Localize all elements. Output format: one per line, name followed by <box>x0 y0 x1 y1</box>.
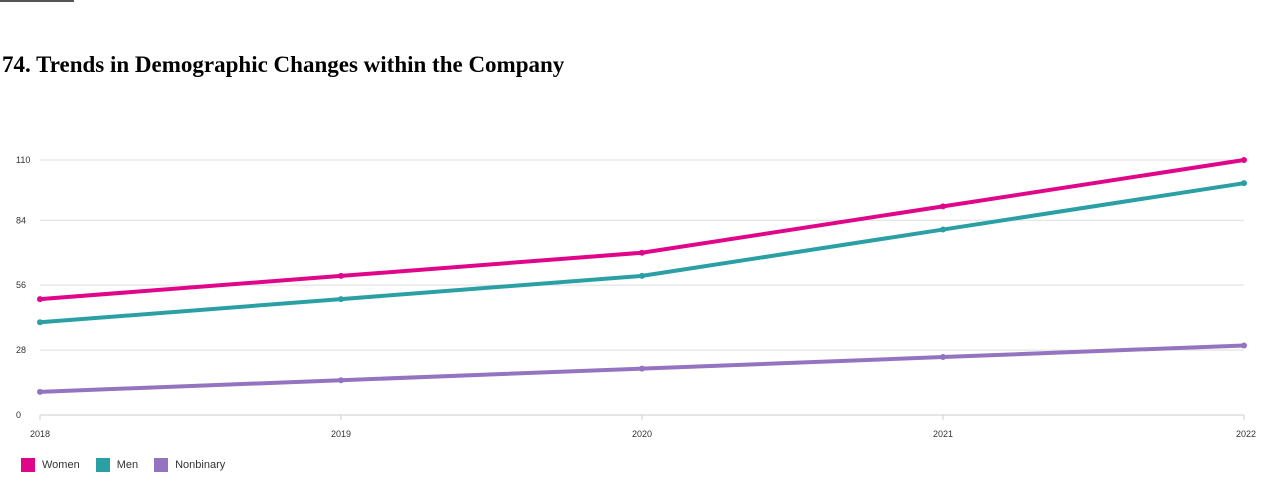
top-divider <box>0 0 74 2</box>
data-point-nonbinary[interactable] <box>639 365 645 372</box>
legend-label: Nonbinary <box>175 459 226 471</box>
data-point-nonbinary[interactable] <box>940 354 946 361</box>
data-point-men[interactable] <box>37 319 43 326</box>
legend-label: Men <box>116 459 139 471</box>
data-point-nonbinary[interactable] <box>338 377 344 384</box>
legend-item-men[interactable]: Men <box>95 458 139 472</box>
axes <box>39 414 1245 420</box>
legend-item-nonbinary[interactable]: Nonbinary <box>154 458 225 472</box>
legend-label: Women <box>42 459 80 471</box>
series-lines <box>37 157 1247 395</box>
legend-swatch <box>154 458 169 472</box>
x-tick-label: 2020 <box>632 429 652 439</box>
data-point-nonbinary[interactable] <box>37 388 43 395</box>
x-tick-label: 2018 <box>30 429 50 439</box>
data-point-women[interactable] <box>1241 157 1247 163</box>
chart-legend: Women Men Nonbinary <box>21 458 241 472</box>
legend-swatch <box>95 458 110 472</box>
legend-item-women[interactable]: Women <box>21 458 80 472</box>
y-tick-label: 84 <box>16 215 26 225</box>
page-title: 74. Trends in Demographic Changes within… <box>2 52 565 77</box>
data-point-men[interactable] <box>639 272 645 279</box>
data-point-nonbinary[interactable] <box>1241 342 1247 349</box>
data-point-women[interactable] <box>639 249 645 256</box>
data-point-women[interactable] <box>37 296 43 303</box>
data-point-men[interactable] <box>940 226 946 233</box>
data-point-women[interactable] <box>338 272 344 279</box>
tick-labels: 0 28 56 84 110 2018 2019 2020 2021 2022 <box>16 155 1256 439</box>
legend-swatch <box>21 458 35 472</box>
y-tick-label: 0 <box>16 410 21 420</box>
x-tick-label: 2022 <box>1236 429 1256 439</box>
y-tick-label: 56 <box>16 280 26 290</box>
data-point-women[interactable] <box>940 203 946 210</box>
data-point-men[interactable] <box>338 296 344 303</box>
x-tick-label: 2019 <box>331 429 351 439</box>
line-chart: 0 28 56 84 110 2018 2019 2020 2021 2022 <box>16 155 1256 439</box>
data-point-men[interactable] <box>1241 180 1247 187</box>
x-tick-label: 2021 <box>933 429 953 439</box>
y-tick-label: 28 <box>16 345 26 355</box>
y-tick-label: 110 <box>16 155 30 165</box>
